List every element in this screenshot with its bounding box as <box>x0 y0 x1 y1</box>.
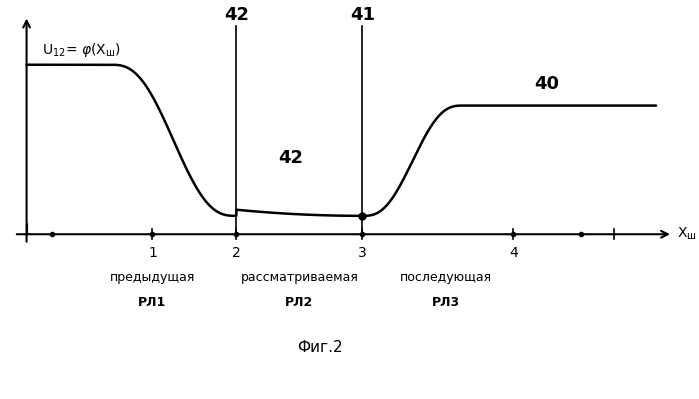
Text: 41: 41 <box>350 6 375 24</box>
Text: РЛ1: РЛ1 <box>138 296 166 308</box>
Text: U$_{12}$= $\varphi$(X$_{\rm ш}$): U$_{12}$= $\varphi$(X$_{\rm ш}$) <box>42 41 120 59</box>
Text: предыдущая: предыдущая <box>110 271 195 284</box>
Text: X$_{\rm ш}$: X$_{\rm ш}$ <box>677 226 697 243</box>
Text: 3: 3 <box>358 247 367 261</box>
Text: 2: 2 <box>232 247 240 261</box>
Text: 42: 42 <box>224 6 249 24</box>
Text: 1: 1 <box>148 247 157 261</box>
Text: 40: 40 <box>535 75 559 93</box>
Text: РЛ2: РЛ2 <box>285 296 313 308</box>
Text: Фиг.2: Фиг.2 <box>298 340 343 356</box>
Text: 42: 42 <box>278 149 303 167</box>
Text: последующая: последующая <box>401 271 492 284</box>
Text: 4: 4 <box>509 247 518 261</box>
Text: РЛ3: РЛ3 <box>432 296 461 308</box>
Text: рассматриваемая: рассматриваемая <box>240 271 359 284</box>
